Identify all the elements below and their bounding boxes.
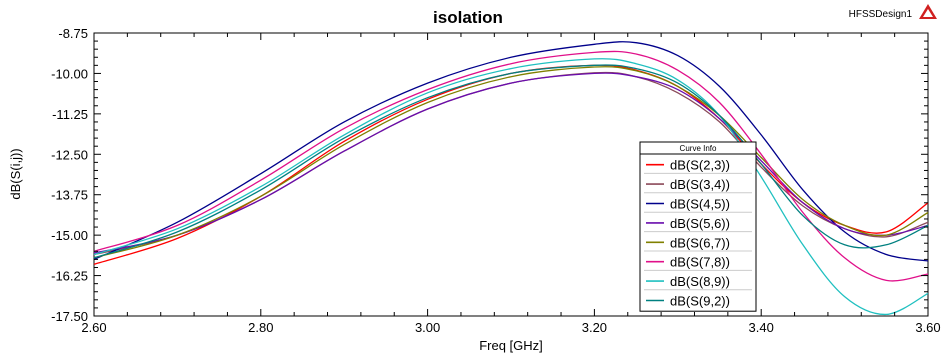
series-line-6	[93, 50, 929, 282]
legend-label-6: dB(S(7,8))	[670, 255, 730, 270]
series-line-2	[93, 71, 929, 256]
series-line-7	[93, 58, 929, 316]
y-tick-label: -15.00	[51, 228, 88, 243]
legend-label-8: dB(S(9,2))	[670, 294, 730, 309]
y-tick-label: -12.50	[51, 147, 88, 162]
legend-box	[639, 141, 757, 312]
chart-title: isolation	[433, 8, 503, 27]
series-line-8	[93, 64, 929, 259]
y-tick-label: -17.50	[51, 309, 88, 324]
legend-label-2: dB(S(3,4))	[670, 177, 730, 192]
legend: Curve Info dB(S(2,3)) dB(S(3,4)) dB(S(4,5))…	[639, 141, 757, 312]
axis-ticks	[93, 32, 929, 317]
series-line-5	[93, 66, 929, 259]
y-tick-label: -10.00	[51, 66, 88, 81]
x-tick-label: 3.60	[915, 320, 940, 335]
y-tick-label: -13.75	[51, 188, 88, 203]
legend-label-1: dB(S(2,3))	[670, 158, 730, 173]
x-tick-label: 3.40	[749, 320, 774, 335]
x-tick-label: 2.60	[81, 320, 106, 335]
legend-title: Curve Info	[680, 144, 717, 153]
y-tick-label: -11.25	[52, 107, 88, 122]
series-line-3	[93, 41, 929, 262]
design-name: HFSSDesign1	[849, 9, 913, 20]
y-tick-label: -8.75	[58, 26, 88, 41]
plot-area	[93, 32, 929, 317]
ansoft-logo-icon	[919, 4, 937, 19]
x-tick-label: 2.80	[248, 320, 273, 335]
legend-label-5: dB(S(6,7))	[670, 235, 730, 250]
series-line-4	[93, 72, 929, 254]
curve-group	[93, 41, 929, 316]
x-tick-label: 3.00	[415, 320, 440, 335]
series-line-1	[93, 64, 929, 265]
legend-label-4: dB(S(5,6))	[670, 216, 730, 231]
y-tick-label: -16.25	[51, 269, 88, 284]
y-axis-label: dB(S(i,j))	[8, 148, 23, 199]
legend-label-3: dB(S(4,5))	[670, 197, 730, 212]
x-tick-label: 3.20	[582, 320, 607, 335]
x-axis-label: Freq [GHz]	[479, 338, 543, 353]
legend-label-7: dB(S(8,9))	[670, 274, 730, 289]
axis-tick-labels: 2.60 2.80 3.00 3.20 3.40 3.60 -8.75 -10.00 -11.2…	[51, 26, 941, 335]
